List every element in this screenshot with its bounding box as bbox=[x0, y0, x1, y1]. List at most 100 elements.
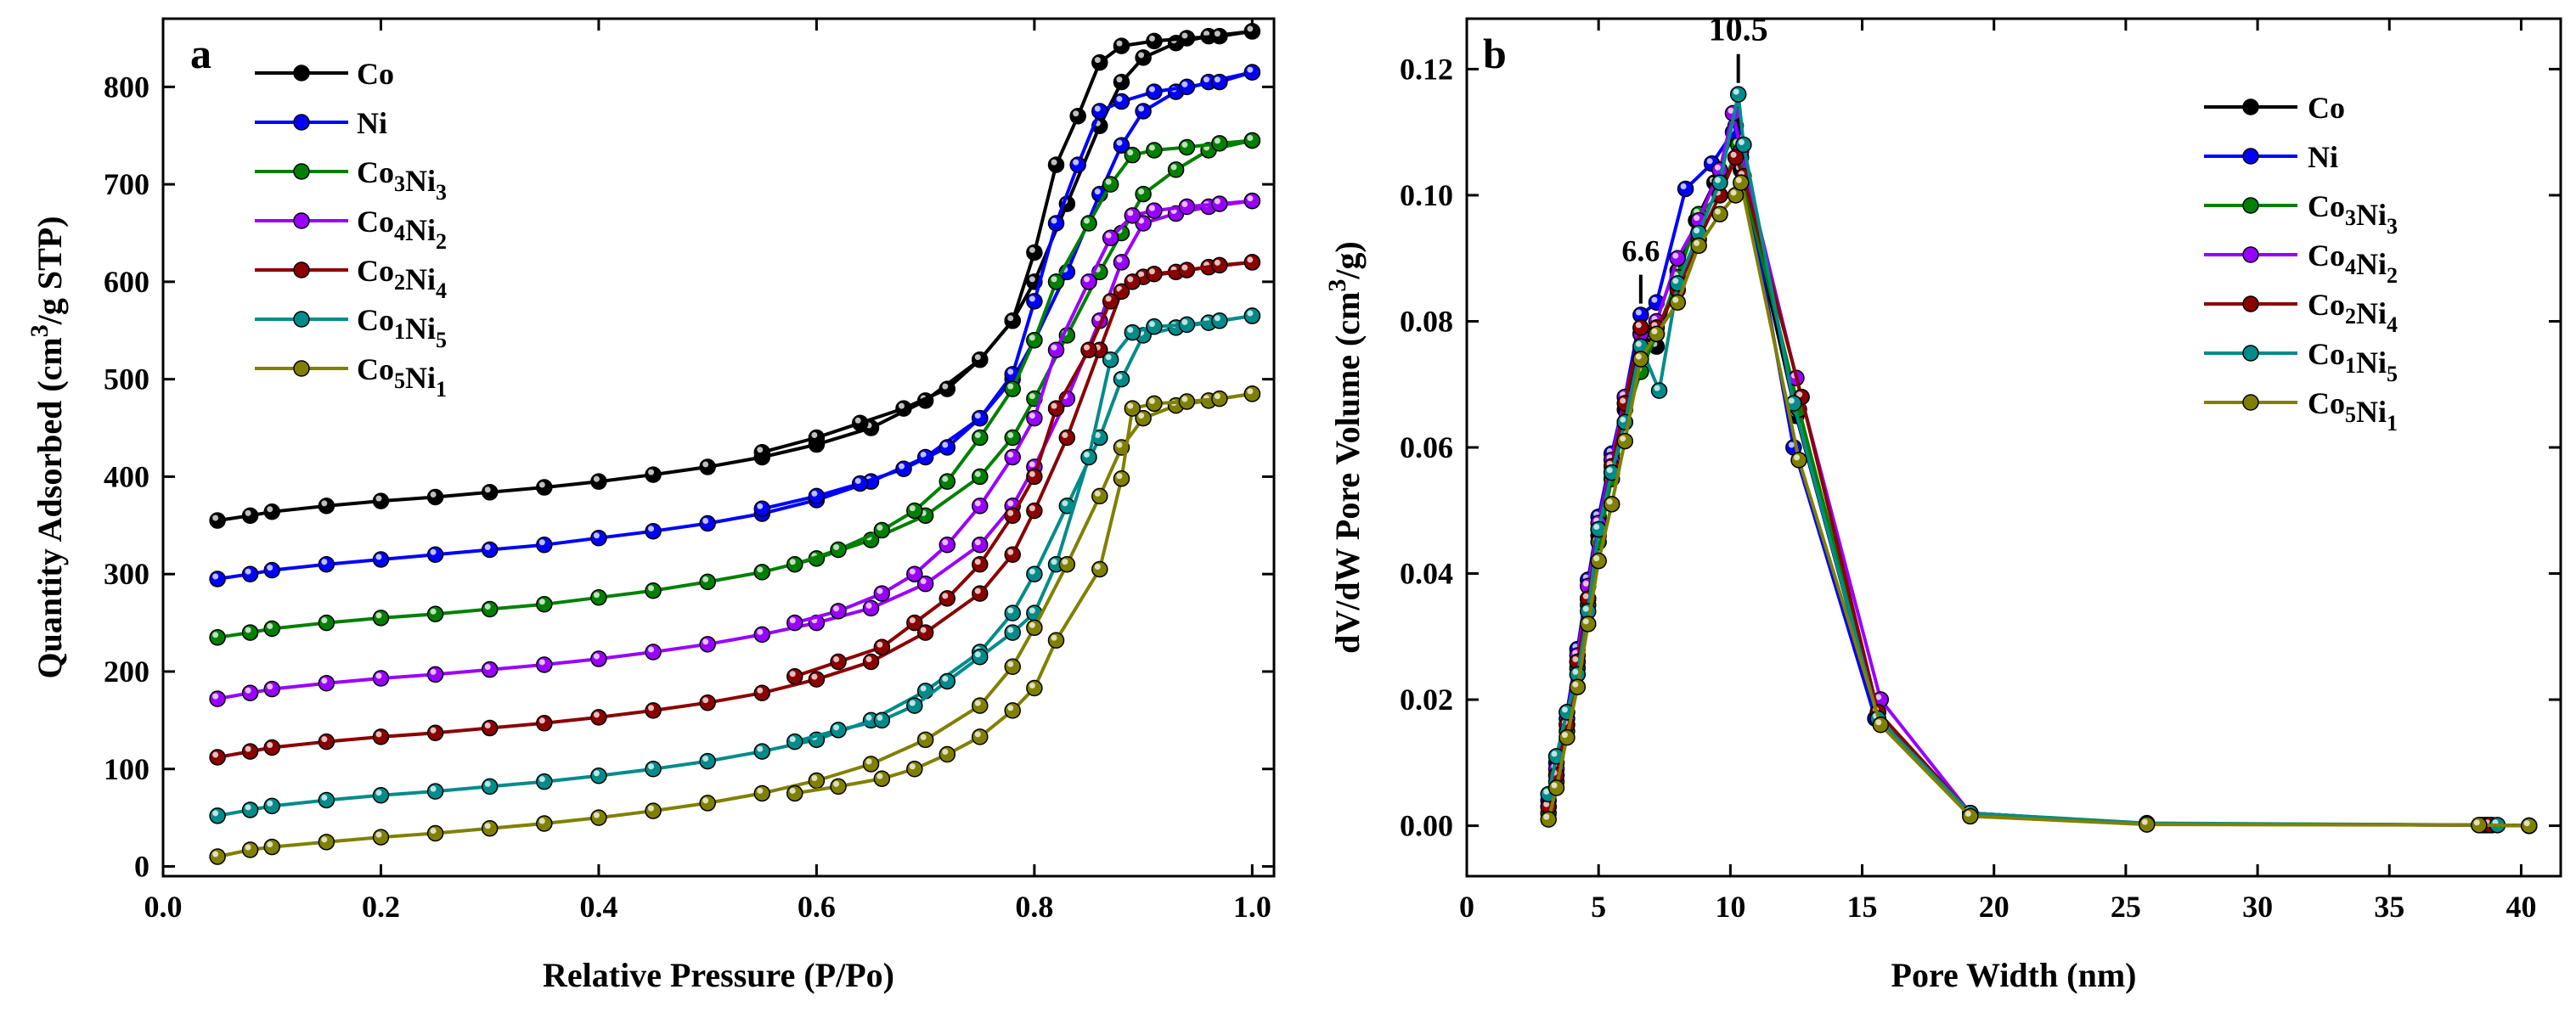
y-tick-label: 0.10 bbox=[1400, 178, 1453, 212]
data-point-co2ni4 bbox=[590, 709, 607, 726]
data-point-co5ni1 bbox=[1690, 237, 1707, 255]
data-point-highlight bbox=[1094, 315, 1101, 322]
data-point-highlight bbox=[1788, 441, 1795, 448]
data-point-highlight bbox=[757, 447, 764, 453]
y-axis-label-text: /g) bbox=[1328, 241, 1367, 279]
data-point-highlight bbox=[757, 566, 764, 573]
data-point-highlight bbox=[245, 627, 251, 633]
y-axis-label-text: Quantity Adsorbed (cm bbox=[31, 337, 69, 678]
legend-marker-co5ni1 bbox=[2242, 394, 2259, 411]
data-point-highlight bbox=[1875, 694, 1882, 700]
data-point-highlight bbox=[267, 622, 273, 629]
x-tick-label: 15 bbox=[1847, 890, 1878, 924]
data-point-highlight bbox=[920, 451, 927, 458]
data-point-co5ni1 bbox=[830, 778, 847, 796]
data-point-co bbox=[808, 429, 826, 447]
data-point-highlight bbox=[1733, 88, 1739, 95]
data-point-highlight bbox=[1062, 500, 1068, 507]
data-point-co bbox=[263, 503, 280, 520]
data-point-highlight bbox=[1007, 500, 1014, 507]
data-point-co bbox=[1113, 37, 1130, 54]
data-point-co5ni1 bbox=[372, 829, 390, 846]
data-point-co5ni1 bbox=[753, 784, 771, 802]
legend-marker-co4ni2 bbox=[293, 212, 310, 229]
legend-label-subscript: 2 bbox=[2345, 304, 2356, 329]
data-point-co4ni2 bbox=[1124, 207, 1141, 224]
data-point-co3ni3 bbox=[1135, 185, 1152, 203]
legend-label-subscript: 5 bbox=[436, 328, 447, 352]
data-point-highlight bbox=[789, 617, 796, 624]
data-point-co2ni4 bbox=[1047, 400, 1065, 417]
data-point-co5ni1 bbox=[1962, 807, 1979, 825]
data-point-co5ni1 bbox=[645, 802, 662, 819]
data-point-ni bbox=[1047, 215, 1065, 232]
legend-marker-co2ni4 bbox=[293, 261, 310, 278]
data-point-co bbox=[318, 498, 335, 514]
data-point-co1ni5 bbox=[1735, 136, 1752, 154]
data-point-highlight bbox=[593, 770, 600, 777]
data-point-highlight bbox=[1214, 198, 1220, 205]
legend-label-subscript: 3 bbox=[2387, 214, 2398, 239]
legend-label-part: Ni bbox=[357, 106, 387, 140]
data-point-co5ni1 bbox=[241, 841, 259, 858]
y-tick-label: 100 bbox=[104, 752, 149, 786]
data-point-highlight bbox=[942, 593, 949, 599]
data-point-co2ni4 bbox=[1178, 261, 1196, 278]
y-axis-label-text: /g STP) bbox=[31, 216, 69, 325]
data-point-co5ni1 bbox=[972, 697, 989, 714]
data-point-co5ni1 bbox=[1569, 678, 1587, 695]
data-point-co bbox=[972, 351, 989, 368]
data-point-highlight bbox=[1181, 201, 1188, 208]
x-tick-label: 0.0 bbox=[144, 890, 183, 924]
data-point-co bbox=[895, 400, 912, 417]
legend-label-co5ni1: Co5Ni1 bbox=[357, 352, 447, 402]
series-co1ni5 bbox=[1540, 86, 2538, 835]
data-point-highlight bbox=[648, 646, 655, 653]
panel-a-isotherm-chart: 0.0 0.2 0.4 0.6 0.8 1.0 0 100 200 300 400 500 600 700… bbox=[25, 17, 1276, 994]
data-point-co5ni1 bbox=[939, 745, 956, 763]
legend-label-subscript: 1 bbox=[2387, 411, 2398, 436]
data-point-co2ni4 bbox=[263, 739, 280, 756]
data-point-highlight bbox=[1007, 383, 1014, 390]
data-point-highlight bbox=[1593, 524, 1600, 531]
data-point-co3ni3 bbox=[1211, 135, 1228, 152]
data-point-highlight bbox=[1051, 634, 1057, 641]
data-point-highlight bbox=[1551, 751, 1558, 757]
data-point-highlight bbox=[212, 573, 219, 580]
data-point-co1ni5 bbox=[1650, 382, 1668, 399]
legend-label-subscript: 4 bbox=[2387, 312, 2398, 337]
legend-marker-co2ni4 bbox=[2242, 295, 2259, 312]
data-point-highlight bbox=[833, 724, 840, 731]
data-point-highlight bbox=[702, 576, 709, 582]
data-point-highlight bbox=[974, 470, 981, 477]
y-axis-label: dV/dW Pore Volume (cm3/g) bbox=[1323, 241, 1367, 654]
data-point-ni bbox=[1211, 73, 1228, 91]
data-point-highlight bbox=[920, 578, 927, 585]
data-point-highlight bbox=[1247, 25, 1254, 32]
legend-label-part: Co bbox=[357, 155, 394, 189]
data-point-ni bbox=[590, 529, 607, 547]
panel-b-pore-distribution-chart: 0 5 10 15 20 25 30 35 400.000.020.040.060.080.10… bbox=[1323, 10, 2562, 994]
data-point-co5ni1 bbox=[2138, 816, 2156, 833]
legend-marker-co3ni3 bbox=[2242, 197, 2259, 214]
data-point-highlight bbox=[1680, 183, 1687, 190]
data-point-co5ni1 bbox=[209, 848, 226, 865]
data-point-highlight bbox=[1543, 801, 1550, 807]
data-point-co4ni2 bbox=[906, 565, 923, 582]
data-point-highlight bbox=[1073, 159, 1079, 166]
data-point-highlight bbox=[789, 787, 796, 794]
data-point-highlight bbox=[375, 612, 382, 619]
data-point-co3ni3 bbox=[972, 429, 989, 447]
data-point-co4ni2 bbox=[873, 585, 891, 602]
data-point-highlight bbox=[1635, 340, 1642, 347]
data-point-highlight bbox=[1181, 318, 1188, 325]
data-point-co bbox=[1243, 23, 1261, 40]
data-point-co4ni2 bbox=[786, 614, 803, 632]
data-point-highlight bbox=[1138, 271, 1145, 278]
data-point-highlight bbox=[538, 818, 545, 824]
annotation-label: 6.6 bbox=[1621, 234, 1660, 268]
legend-label-part: Ni bbox=[2308, 140, 2338, 174]
data-point-highlight bbox=[484, 823, 491, 829]
